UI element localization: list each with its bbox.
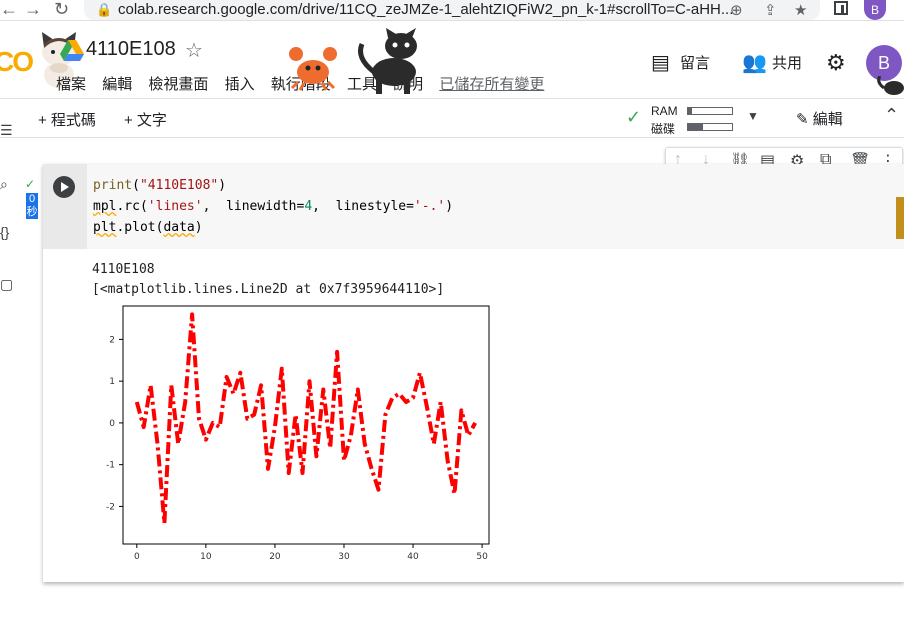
toc-icon[interactable]: ☰ [0,122,13,138]
y-tick-label: -1 [106,461,115,471]
execution-time-unit: 秒 [26,206,38,218]
share-button[interactable]: 共用 [772,55,803,72]
ram-meter-fill [688,108,692,114]
code-line-1[interactable]: print("4110E108") [93,178,227,193]
menu-file[interactable]: 檔案 [56,76,87,93]
line-plot: 0 10 20 30 40 50 -2 -1 0 1 2 [106,305,490,562]
x-tick-label: 50 [476,552,488,562]
black-cat-sticker [358,28,417,94]
comments-button[interactable]: 留言 [680,55,711,72]
run-icon[interactable] [53,176,75,198]
menu-bar: 檔案 編輯 檢視畫面 插入 執行階段 工具 說明 已儲存所有變更 [56,73,556,94]
code-editor[interactable]: print("4110E108") mpl.rc('lines', linewi… [87,164,904,249]
code-line-2[interactable]: mpl.rc('lines', linewidth=4, linestyle='… [93,199,454,214]
people-icon[interactable]: 👥 [742,52,767,74]
move-down-icon[interactable]: ↓ [702,151,710,168]
cell-gutter [43,164,87,249]
forward-arrow-icon[interactable]: → [24,0,42,19]
user-avatar[interactable]: B [866,45,902,81]
check-icon: ✓ [626,107,642,127]
x-tick-label: 10 [200,552,212,562]
zoom-icon[interactable]: ⊕ [730,2,743,19]
code-snippets-icon[interactable]: {} [0,224,10,240]
bookmark-star-icon[interactable]: ★ [794,2,808,19]
execution-time-value: 0 [28,193,36,205]
scroll-marker [896,197,904,239]
mirror-cell-icon[interactable]: ⧉ [820,151,832,168]
chevron-down-icon[interactable]: ▼ [747,109,759,123]
x-tick-label: 30 [338,552,350,562]
code-line-3[interactable]: plt.plot(data) [93,220,203,235]
execution-time: 0 秒 [26,193,38,219]
menu-insert[interactable]: 插入 [224,76,255,93]
output-text-1: 4110E108 [92,262,155,277]
address-bar[interactable]: 🔒 colab.research.google.com/drive/11CQ_z… [84,0,820,20]
ram-label[interactable]: RAM [651,104,678,118]
disk-meter-fill [688,124,704,130]
x-tick-label: 40 [407,552,419,562]
notebook-title[interactable]: 4110E108 [86,38,176,60]
disk-meter[interactable] [687,123,733,131]
comment-icon[interactable]: ▤ [651,52,670,74]
star-icon[interactable]: ☆ [185,40,203,62]
browser-profile-avatar[interactable]: B [864,0,886,20]
share-icon[interactable]: ⇪ [764,2,777,19]
url-text[interactable]: colab.research.google.com/drive/11CQ_zeJ… [118,1,734,18]
y-tick-label: 0 [109,419,115,429]
menu-tools[interactable]: 工具 [346,76,377,93]
y-tick-label: 2 [109,335,115,345]
drive-icon[interactable] [60,40,84,62]
disk-label[interactable]: 磁碟 [651,122,676,136]
edit-label: 編輯 [812,111,843,128]
browser-toolbar: ← → ↻ 🔒 colab.research.google.com/drive/… [0,0,904,21]
code-cell[interactable]: print("4110E108") mpl.rc('lines', linewi… [43,164,904,582]
notebook-toolbar: + 程式碼 + 文字 ✓ RAM 磁碟 ▼ ✎ 編輯 ⌃ [0,98,904,138]
edit-button[interactable]: ✎ 編輯 [796,108,843,129]
move-up-icon[interactable]: ↑ [674,151,682,168]
crab-sticker [289,47,337,91]
add-text-button[interactable]: + 文字 [124,112,167,129]
x-tick-label: 20 [269,552,281,562]
y-tick-label: 1 [109,377,115,387]
exec-check-icon: ✓ [25,177,36,191]
chevron-up-icon[interactable]: ⌃ [884,105,900,125]
y-tick-label: -2 [106,502,115,512]
colab-logo[interactable]: CO [0,46,34,77]
series-line [134,312,477,526]
menu-view[interactable]: 檢視畫面 [148,76,209,93]
cat-sticker-right [877,76,904,95]
side-panel-icon[interactable] [834,1,848,15]
pencil-icon: ✎ [796,111,809,128]
lock-icon[interactable]: 🔒 [96,2,113,17]
back-arrow-icon[interactable]: ← [0,0,18,19]
add-code-button[interactable]: + 程式碼 [38,112,96,129]
output-text-2: [<matplotlib.lines.Line2D at 0x7f3959644… [92,282,445,297]
reload-icon[interactable]: ↻ [54,0,70,19]
saved-status[interactable]: 已儲存所有變更 [439,76,545,93]
search-icon[interactable]: ⌕ [0,176,8,192]
menu-edit[interactable]: 編輯 [102,76,133,93]
x-tick-label: 0 [134,552,140,562]
gear-icon[interactable]: ⚙ [826,50,846,75]
ram-meter[interactable] [687,107,733,115]
files-icon[interactable]: ▢ [0,276,14,292]
